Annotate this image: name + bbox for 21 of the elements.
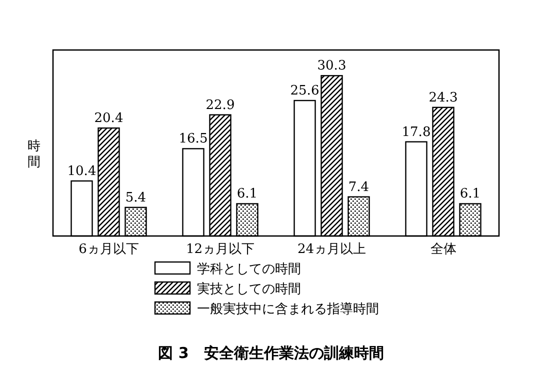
text: 図 3 安全衛生作業法の訓練時間 — [158, 344, 384, 362]
legend-label: 学科としての時間 — [197, 262, 301, 277]
data-label: 6.1 — [460, 186, 481, 202]
legend-label: 一般実技中に含まれる指導時間 — [197, 301, 379, 317]
data-label: 24.3 — [428, 90, 458, 106]
x-tick-label: 12ヵ月以下 — [186, 242, 255, 257]
data-label: 17.8 — [402, 124, 431, 140]
x-tick-label: 6ヵ月以下 — [78, 242, 139, 257]
y-axis-title: 時間 — [28, 139, 40, 170]
data-label: 16.5 — [178, 132, 208, 147]
data-label: 30.3 — [317, 58, 346, 74]
data-label: 10.4 — [67, 164, 96, 179]
legend-label: 実技としての時間 — [197, 281, 301, 297]
x-tick-label: 24ヵ月以上 — [297, 242, 366, 257]
data-label: 5.4 — [125, 190, 146, 206]
data-label: 7.4 — [348, 180, 370, 195]
data-label: 20.4 — [94, 111, 124, 126]
data-label: 6.1 — [236, 186, 258, 202]
data-label: 25.6 — [290, 84, 320, 99]
x-tick-label: 全体 — [430, 242, 456, 257]
data-label: 22.9 — [206, 98, 235, 113]
